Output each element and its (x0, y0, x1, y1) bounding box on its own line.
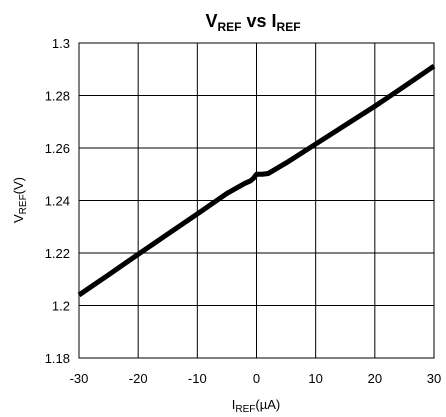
y-tick-label: 1.24 (45, 194, 70, 209)
title-vs: vs (241, 11, 271, 31)
title-i-subscript: REF (277, 20, 301, 34)
x-tick-label: 0 (253, 371, 260, 386)
series-layer (77, 64, 436, 298)
y-axis: 1.18 1.2 1.22 1.24 1.26 1.28 1.3 (45, 36, 70, 366)
ylabel-subscript: REF (18, 194, 29, 214)
x-tick-label: -30 (70, 371, 89, 386)
x-axis: -30 -20 -10 0 10 20 30 (70, 371, 442, 386)
series-line (77, 64, 436, 298)
x-tick-label: 30 (427, 371, 441, 386)
title-v-subscript: REF (217, 20, 241, 34)
ylabel-unit: (V) (11, 177, 26, 194)
plot-area-frame (78, 42, 435, 359)
y-tick-label: 1.28 (45, 89, 70, 104)
xlabel-unit: (µA) (255, 397, 280, 412)
x-tick-label: -10 (188, 371, 207, 386)
grid (79, 43, 434, 358)
y-axis-title: VREF(V) (11, 177, 29, 223)
y-tick-label: 1.3 (52, 36, 70, 51)
x-tick-label: 20 (368, 371, 382, 386)
y-tick-label: 1.18 (45, 351, 70, 366)
title-v: V (205, 11, 217, 31)
xlabel-main: I (232, 397, 236, 412)
y-tick-label: 1.26 (45, 141, 70, 156)
xlabel-subscript: REF (235, 404, 255, 415)
title-i: I (272, 11, 277, 31)
y-tick-label: 1.2 (52, 299, 70, 314)
chart-title: VREF vs IREF (205, 11, 300, 34)
ylabel-main: V (11, 214, 26, 223)
x-tick-label: 10 (308, 371, 322, 386)
y-tick-label: 1.22 (45, 246, 70, 261)
x-axis-title: IREF(µA) (232, 397, 280, 415)
x-tick-label: -20 (129, 371, 148, 386)
